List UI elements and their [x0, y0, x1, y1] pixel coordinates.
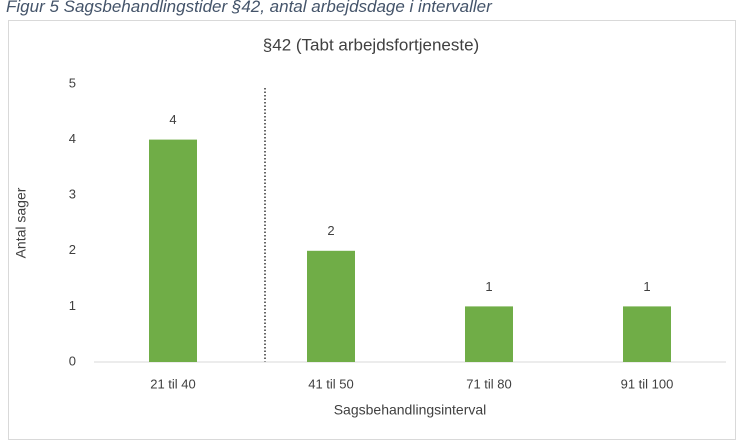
y-tick-label: 1 [69, 298, 76, 313]
bar [149, 139, 197, 362]
x-tick-label: 21 til 40 [150, 376, 196, 391]
y-tick-label: 5 [69, 75, 76, 90]
data-label: 1 [643, 279, 650, 294]
x-tick-label: 91 til 100 [621, 376, 674, 391]
y-tick-label: 3 [69, 187, 76, 202]
bar [307, 250, 355, 362]
y-tick-label: 2 [69, 242, 76, 257]
bar [465, 306, 513, 362]
y-tick-label: 4 [69, 131, 76, 146]
chart-title: §42 (Tabt arbejdsfortjeneste) [263, 35, 479, 54]
y-tick-label: 0 [69, 353, 76, 368]
figure-caption: Figur 5 Sagsbehandlingstider §42, antal … [6, 0, 493, 16]
x-tick-label: 41 til 50 [308, 376, 354, 391]
data-label: 2 [327, 223, 334, 238]
bar [623, 306, 671, 362]
data-label: 1 [485, 279, 492, 294]
data-label: 4 [169, 112, 176, 127]
chart-border [8, 20, 736, 440]
y-axis-label: Antal sager [13, 187, 29, 258]
x-tick-label: 71 til 80 [466, 376, 512, 391]
x-axis-label: Sagsbehandlingsinterval [334, 402, 487, 418]
